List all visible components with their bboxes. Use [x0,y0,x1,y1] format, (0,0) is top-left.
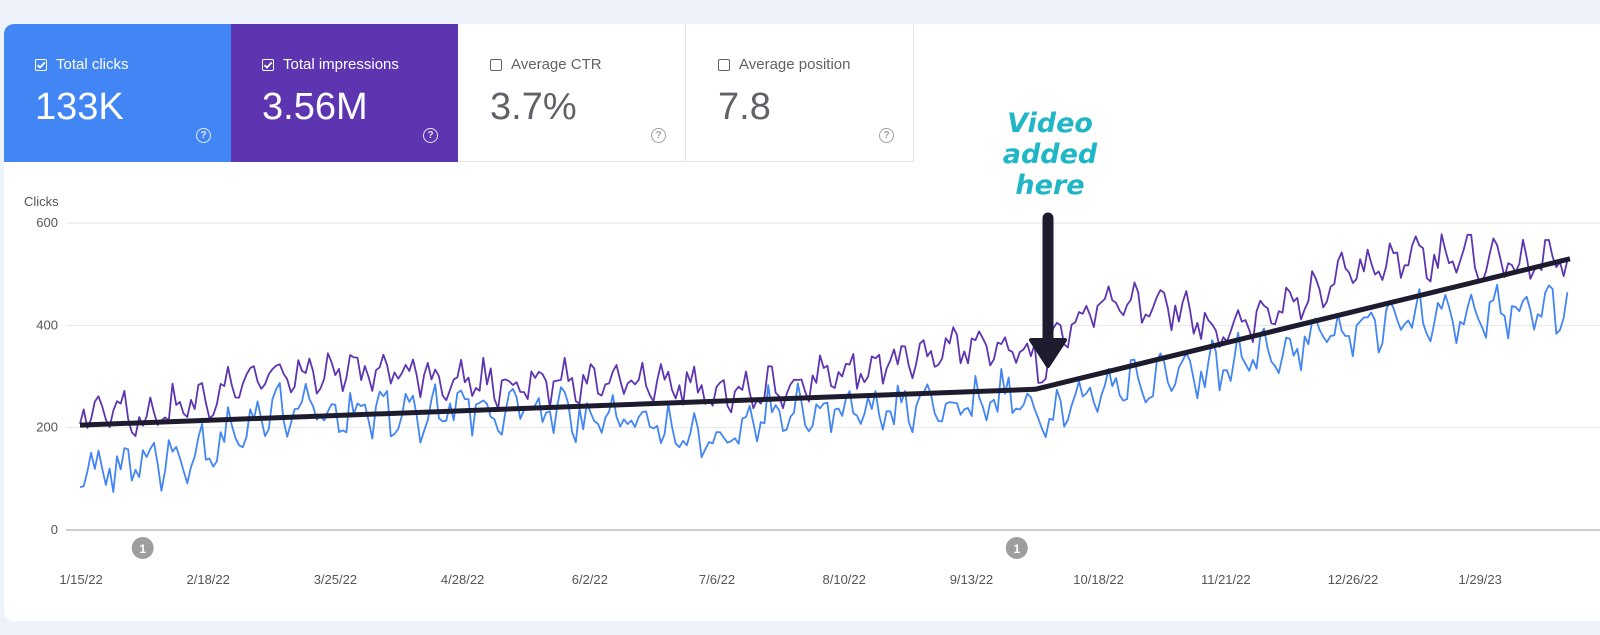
checkmark-icon [263,61,273,69]
average-position-card[interactable]: Average position 7.8 ? [687,24,914,162]
total-clicks-label: Total clicks [56,56,129,73]
x-tick-label: 7/6/22 [699,572,735,587]
average-position-checkbox[interactable] [718,58,730,71]
clicks-series-line [79,283,1569,493]
average-position-label: Average position [739,56,851,73]
total-clicks-card[interactable]: Total clicks 133K ? [4,24,231,162]
total-impressions-checkbox[interactable] [262,58,274,71]
help-icon[interactable]: ? [651,128,666,143]
y-axis-title: Clicks [24,194,59,209]
annotation-marker [1005,537,1028,559]
annotation-line: Video [1007,108,1093,139]
help-icon[interactable]: ? [423,128,438,143]
annotation-marker-label: 1 [139,542,146,556]
x-tick-label: 1/15/22 [59,572,102,587]
x-tick-label: 12/26/22 [1328,572,1379,587]
average-position-value: 7.8 [718,86,771,128]
y-tick-label: 400 [36,317,58,332]
y-tick-label: 200 [36,420,58,435]
average-ctr-value: 3.7% [490,86,577,128]
total-clicks-checkbox[interactable] [35,58,47,71]
total-impressions-card[interactable]: Total impressions 3.56M ? [231,24,458,162]
x-tick-label: 4/28/22 [441,572,484,587]
impressions-series-line [79,233,1569,437]
performance-panel: Total clicks 133K ? Total impressions 3.… [4,24,1600,621]
annotation-line: here [1015,170,1085,201]
total-impressions-value: 3.56M [262,86,368,128]
x-tick-label: 1/29/23 [1459,572,1502,587]
video-annotation: Video added here [990,108,1110,201]
average-ctr-label: Average CTR [511,56,602,73]
trend-line [79,256,1571,428]
average-ctr-card[interactable]: Average CTR 3.7% ? [459,24,686,162]
x-tick-label: 8/10/22 [823,572,866,587]
x-tick-label: 6/2/22 [572,572,608,587]
y-tick-label: 0 [51,522,58,537]
x-tick-label: 9/13/22 [950,572,993,587]
help-icon[interactable]: ? [879,128,894,143]
annotation-arrow [1029,212,1067,368]
x-tick-label: 11/21/22 [1201,572,1251,587]
annotation-marker-label: 1 [1013,542,1020,556]
average-ctr-checkbox[interactable] [490,58,502,71]
annotation-marker [131,537,154,559]
checkmark-icon [36,61,46,69]
annotation-line: added [1002,139,1098,170]
total-clicks-value: 133K [35,86,124,128]
help-icon[interactable]: ? [196,128,211,143]
x-tick-label: 3/25/22 [314,572,357,587]
x-tick-label: 2/18/22 [187,572,230,587]
x-tick-label: 10/18/22 [1073,572,1124,587]
total-impressions-label: Total impressions [283,56,399,73]
y-tick-label: 600 [36,215,58,230]
